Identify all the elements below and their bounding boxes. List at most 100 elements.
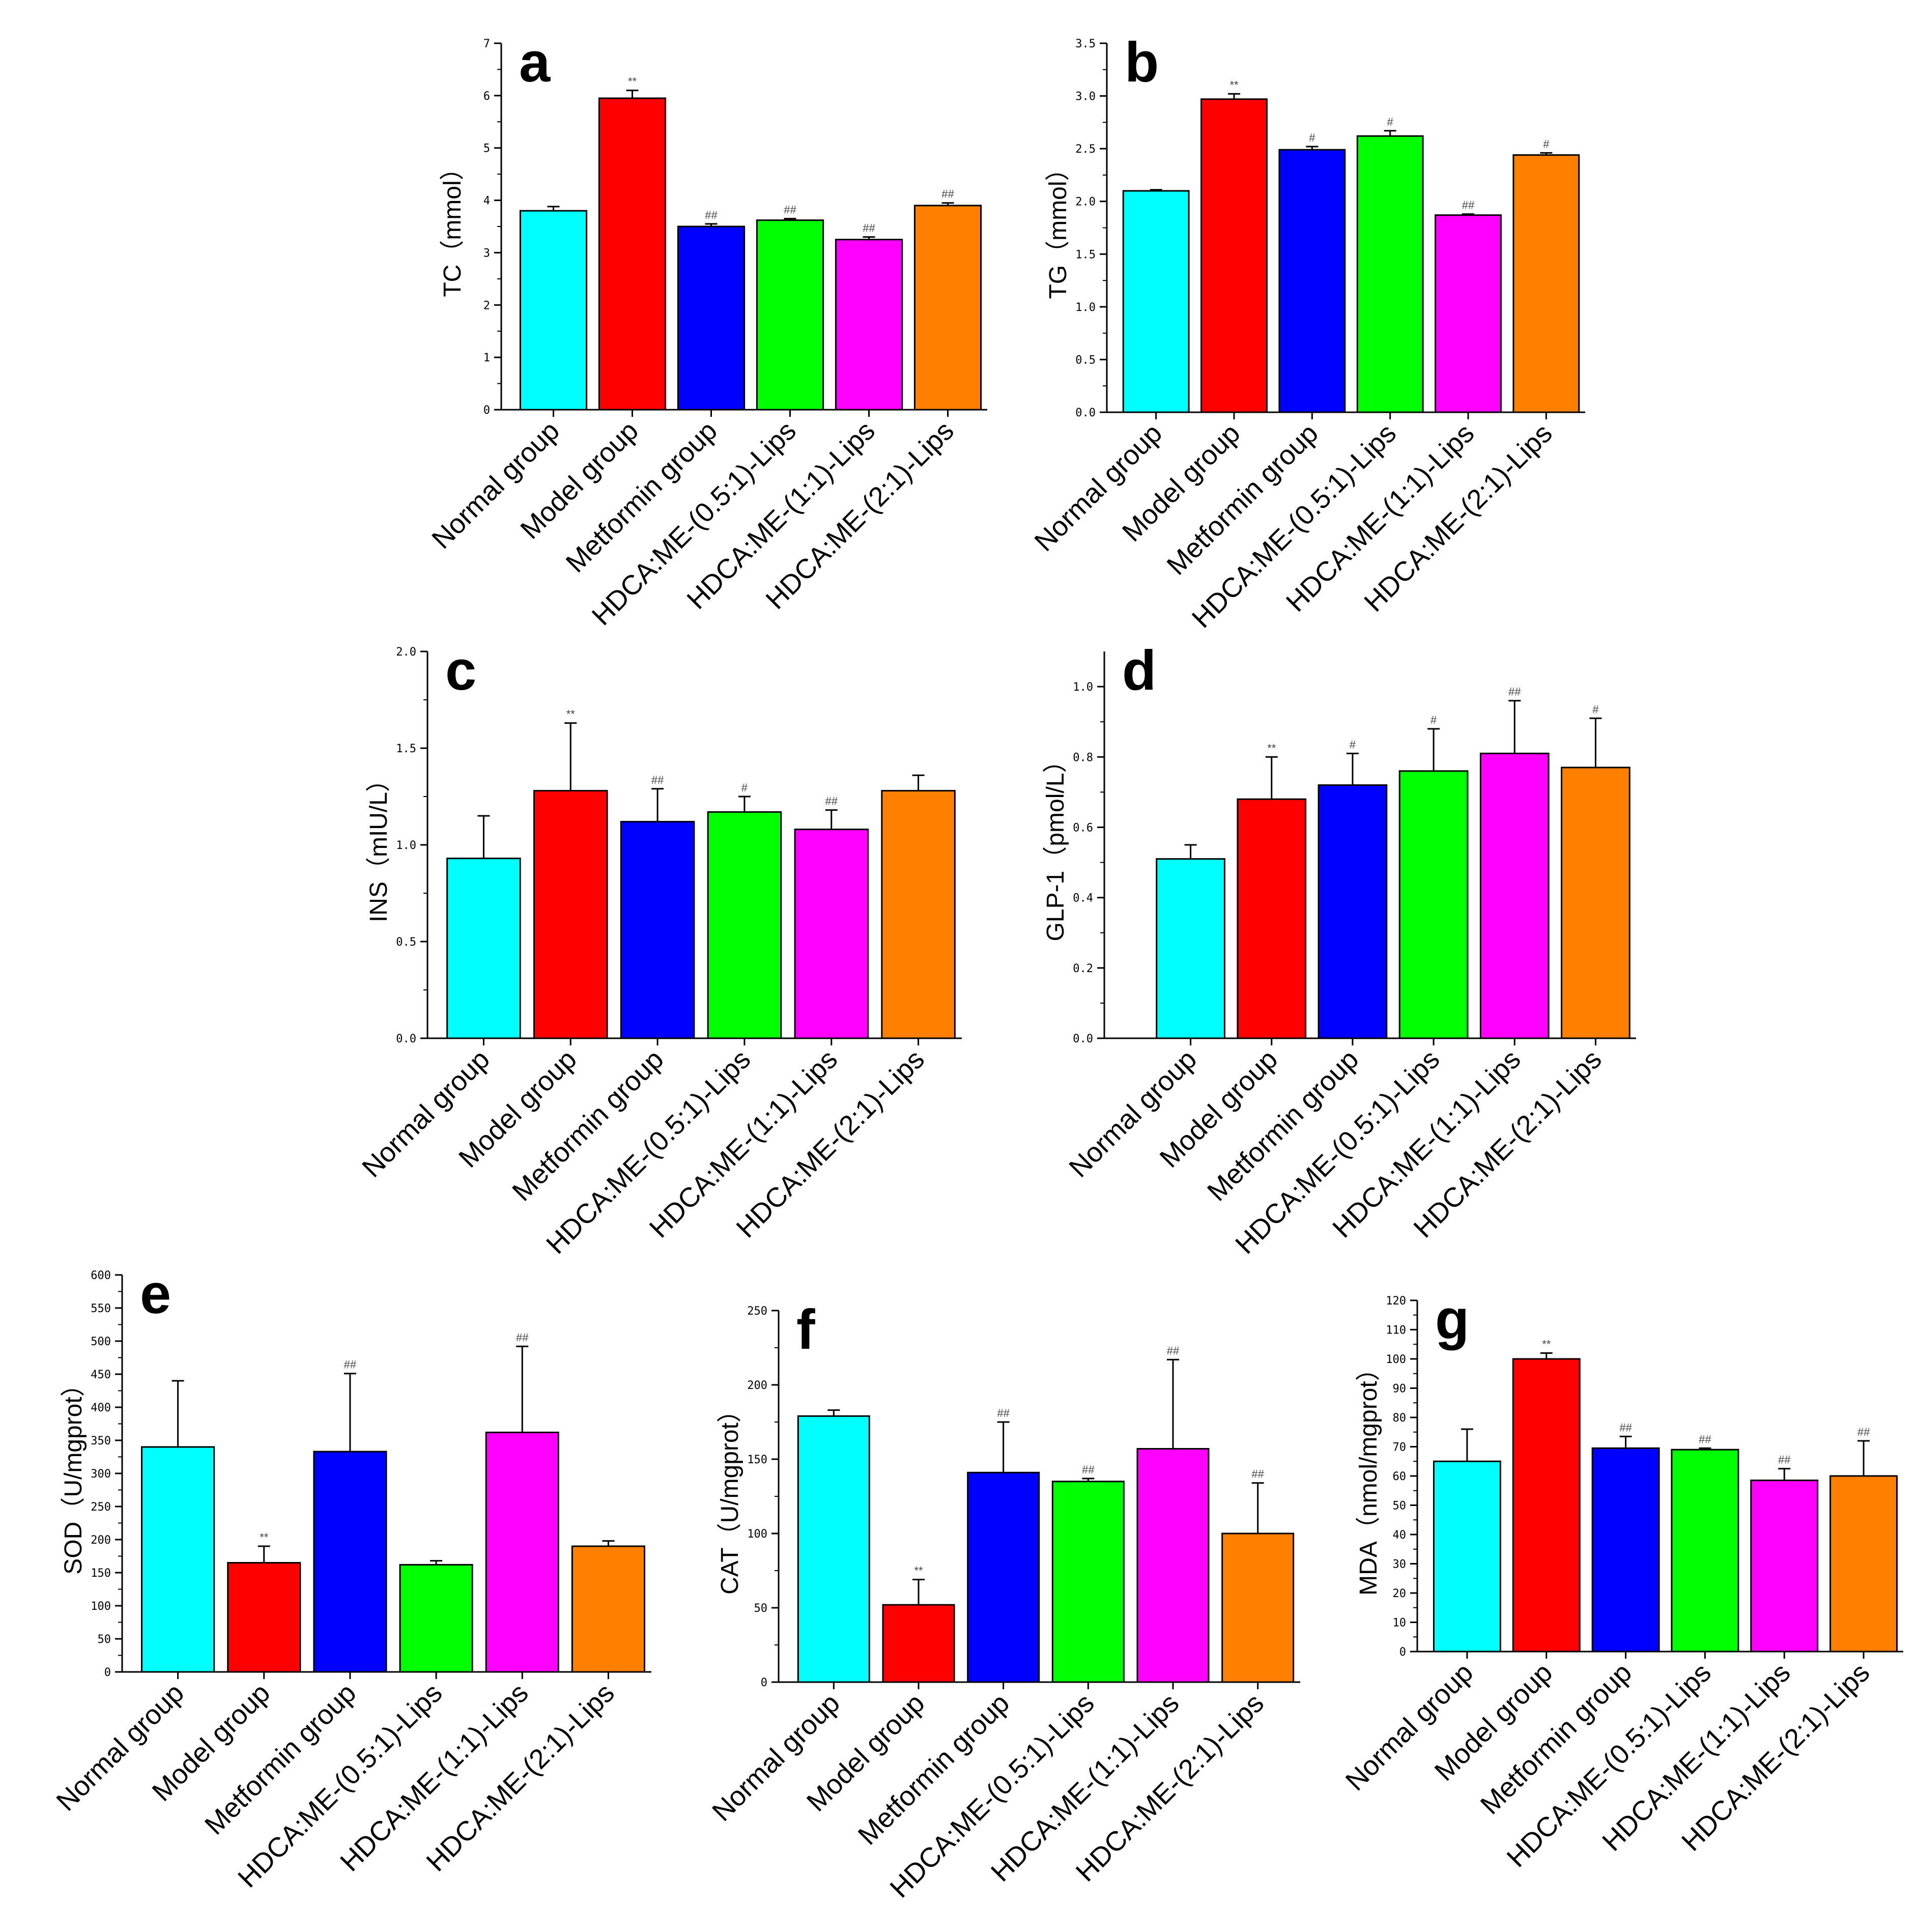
panel-d-bar: [1318, 784, 1388, 1039]
panel-b-y-tick-label: 0.5: [1075, 354, 1096, 366]
panel-a-y-axis-label: TC（mmol）: [439, 156, 466, 297]
panel-e-significance-mark: ##: [344, 1358, 357, 1371]
panel-e-y-tick-label: 0: [104, 1666, 111, 1679]
panel-a-significance-mark: ##: [941, 188, 954, 201]
panel-f-bar: [1221, 1532, 1295, 1683]
panel-e-bar: [141, 1446, 215, 1673]
panel-a-y-tick-label: 7: [483, 38, 490, 50]
panel-f-significance-mark: **: [914, 1565, 923, 1577]
panel-a-y-tick-label: 4: [483, 195, 490, 208]
panel-e-significance-mark: **: [260, 1531, 269, 1544]
panel-b-y-axis-label: TG（mmol）: [1045, 157, 1072, 299]
panel-d-y-tick-label: 0.4: [1073, 892, 1093, 905]
panel-c-bar: [881, 790, 956, 1039]
panel-a-y-tick-label: 2: [483, 299, 490, 312]
panel-e-bar: [571, 1545, 645, 1673]
panel-f-y-tick-label: 200: [747, 1379, 767, 1392]
panel-a-y-tick-label: 6: [483, 90, 490, 103]
panel-d-y-tick-label: 0.6: [1073, 821, 1093, 834]
panel-b-bar: [1122, 190, 1190, 413]
panel-a-significance-mark: ##: [784, 204, 796, 216]
panel-g-significance-mark: ##: [1778, 1454, 1791, 1466]
panel-a-label: a: [519, 31, 551, 94]
panel-g-y-tick-label: 10: [1393, 1617, 1407, 1630]
panel-f-bar: [882, 1604, 955, 1683]
panel-c-y-axis-label: INS（mIU/L）: [365, 768, 392, 922]
panel-f-y-tick-label: 50: [754, 1602, 768, 1615]
panel-c-significance-mark: **: [566, 708, 576, 721]
panel-b-bar: [1512, 154, 1580, 413]
panel-b-significance-mark: #: [1387, 116, 1394, 128]
panel-g-significance-mark: **: [1542, 1338, 1551, 1351]
panel-e-bar: [227, 1562, 301, 1673]
panel-f-bar: [1051, 1481, 1125, 1683]
panel-a-bar: [756, 219, 824, 411]
panel-f-bar: [797, 1415, 870, 1683]
panel-d-y-tick-label: 1.0: [1073, 681, 1093, 694]
panel-g-y-tick-label: 70: [1393, 1441, 1407, 1454]
panel-b-significance-mark: **: [1229, 78, 1239, 91]
panel-c-significance-mark: ##: [825, 795, 838, 808]
panel-d-bar: [1479, 752, 1550, 1039]
panel-e-bar: [485, 1431, 559, 1673]
panel-b-label: b: [1125, 31, 1159, 94]
panel-g-y-tick-label: 60: [1393, 1470, 1407, 1483]
panel-d-significance-mark: ##: [1508, 686, 1521, 698]
panel-e-y-tick-label: 300: [91, 1468, 111, 1481]
panel-d-y-tick-label: 0.8: [1073, 751, 1093, 764]
panel-a-bar: [913, 205, 982, 411]
panel-f-y-axis-label: CAT（U/mgprot）: [717, 1398, 743, 1595]
panel-e-significance-mark: ##: [516, 1331, 529, 1344]
panel-d-bar: [1561, 766, 1630, 1039]
panel-b-y-tick-label: 2.0: [1075, 196, 1096, 209]
panel-g-y-tick-label: 110: [1386, 1324, 1406, 1337]
panel-a-y-tick-label: 0: [483, 404, 490, 417]
panel-d-y-tick-label: 0.0: [1073, 1033, 1093, 1045]
panel-f-y-tick-label: 250: [747, 1305, 767, 1318]
panel-g-y-tick-label: 50: [1393, 1500, 1407, 1513]
panel-g-significance-mark: ##: [1699, 1433, 1711, 1445]
panel-d-significance-mark: #: [1350, 738, 1356, 751]
panel-a-significance-mark: ##: [705, 209, 718, 221]
panel-c-bar: [707, 811, 782, 1039]
panel-e-bar: [399, 1564, 473, 1673]
panel-c-significance-mark: ##: [651, 774, 664, 786]
panel-f-y-tick-label: 150: [747, 1454, 767, 1466]
panel-c-y-tick-label: 1.5: [396, 743, 416, 755]
panel-a-significance-mark: **: [628, 75, 637, 88]
panel-g-y-tick-label: 40: [1393, 1529, 1407, 1542]
panel-a-y-tick-label: 5: [483, 143, 490, 155]
panel-g-bar: [1433, 1460, 1501, 1653]
panel-g-y-axis-label: MDA（nmol/mgprot）: [1355, 1356, 1382, 1595]
panel-a-bar: [598, 97, 667, 411]
panel-c-category-label: Metformin group: [506, 1044, 669, 1207]
panel-e-y-tick-label: 600: [91, 1269, 111, 1282]
panel-g-bar: [1829, 1475, 1898, 1653]
panel-d-bar: [1398, 770, 1469, 1039]
panel-g-y-tick-label: 0: [1399, 1646, 1406, 1659]
panel-e-y-tick-label: 150: [91, 1567, 111, 1580]
panel-e-y-tick-label: 550: [91, 1302, 111, 1315]
panel-b-y-tick-label: 1.0: [1075, 301, 1096, 314]
panel-e-category-label: Metformin group: [199, 1678, 362, 1840]
panel-f-bar: [967, 1471, 1040, 1683]
panel-f-significance-mark: ##: [1082, 1463, 1095, 1476]
panel-d-y-axis-label: GLP-1（pmol/L）: [1042, 749, 1069, 942]
panel-g-bar: [1671, 1448, 1739, 1653]
panel-e-y-tick-label: 500: [91, 1336, 111, 1348]
panel-g-y-tick-label: 20: [1393, 1587, 1407, 1600]
panel-c-label: c: [445, 639, 476, 702]
panel-e-y-tick-label: 100: [91, 1600, 111, 1613]
panel-g-y-tick-label: 90: [1393, 1383, 1407, 1396]
panel-b-significance-mark: ##: [1462, 199, 1475, 212]
panel-c-y-tick-label: 0.0: [396, 1033, 416, 1045]
panel-e-y-tick-label: 250: [91, 1501, 111, 1514]
panel-g-significance-mark: ##: [1619, 1421, 1632, 1434]
panel-b-y-tick-label: 1.5: [1075, 248, 1096, 261]
panel-b-bar: [1200, 98, 1268, 413]
panel-b-y-tick-label: 3.0: [1075, 91, 1096, 103]
panel-e-y-tick-label: 350: [91, 1435, 111, 1447]
panel-d-significance-mark: #: [1592, 703, 1599, 716]
panel-c-y-tick-label: 2.0: [396, 646, 416, 659]
panel-f-y-tick-label: 100: [747, 1528, 767, 1541]
